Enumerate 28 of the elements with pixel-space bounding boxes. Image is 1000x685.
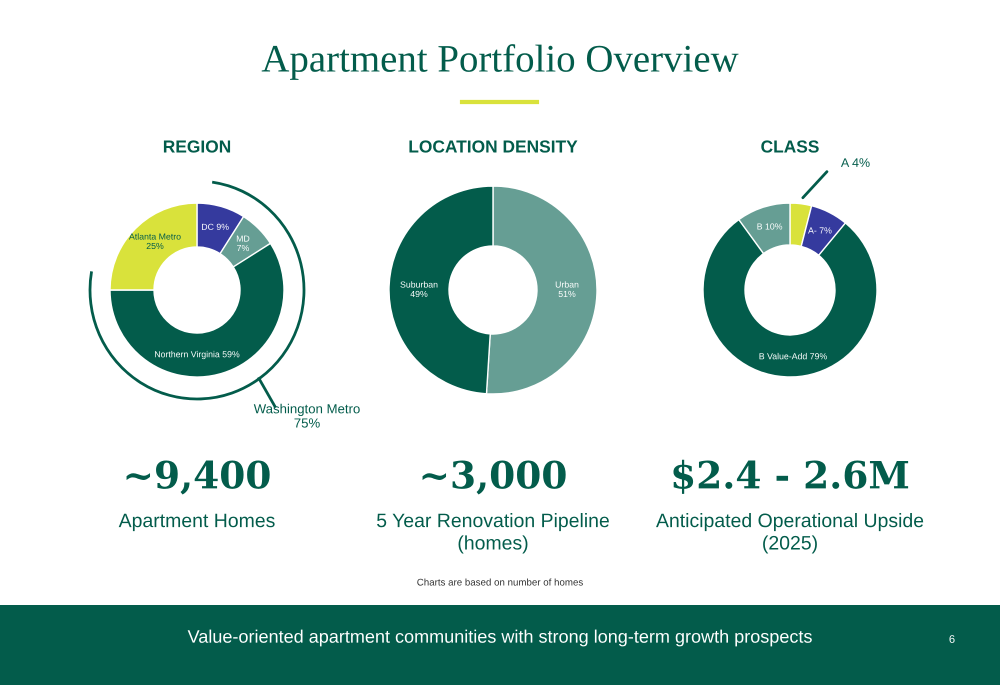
slice-label: DC 9% [202,224,229,230]
text: Anticipated Operational Upside (2025) [656,513,924,554]
chart-title: REGION [164,140,230,153]
text: Charts are based on number of homes [417,578,583,586]
chart-title: CLASS [761,140,819,153]
slice-label: A 4% [840,158,870,167]
text: ~3,000 [422,460,566,495]
slice-label: A- 7% [808,227,832,234]
text: $2.4 - 2.6M [673,460,908,494]
slice-label: Northern Virginia 59% [154,350,240,360]
slice-label: B Value-Add 79% [760,352,827,360]
slice-label: B 10% [757,223,782,230]
data-label: 49% [410,290,428,298]
slice-label: Atlanta Metro [129,233,181,240]
chart-title: LOCATION DENSITY [409,140,578,153]
text: Apartment Homes [118,514,275,532]
slice-label: MD [236,236,250,242]
text: Apartment Portfolio Overview [262,44,739,80]
data-label: 25% [146,242,164,250]
text: Value-oriented apartment communities with strong long-term growth prospects [188,630,812,646]
text: Washington Metro 75% [254,404,360,428]
data-label: 51% [558,290,576,298]
text: 6 [949,635,955,643]
data-label: 7% [237,244,249,252]
text: 5 Year Renovation Pipeline (homes) [377,513,609,554]
text: ~9,400 [126,460,270,495]
slice-label: Urban [556,281,578,288]
slice-label: Suburban [400,281,438,288]
